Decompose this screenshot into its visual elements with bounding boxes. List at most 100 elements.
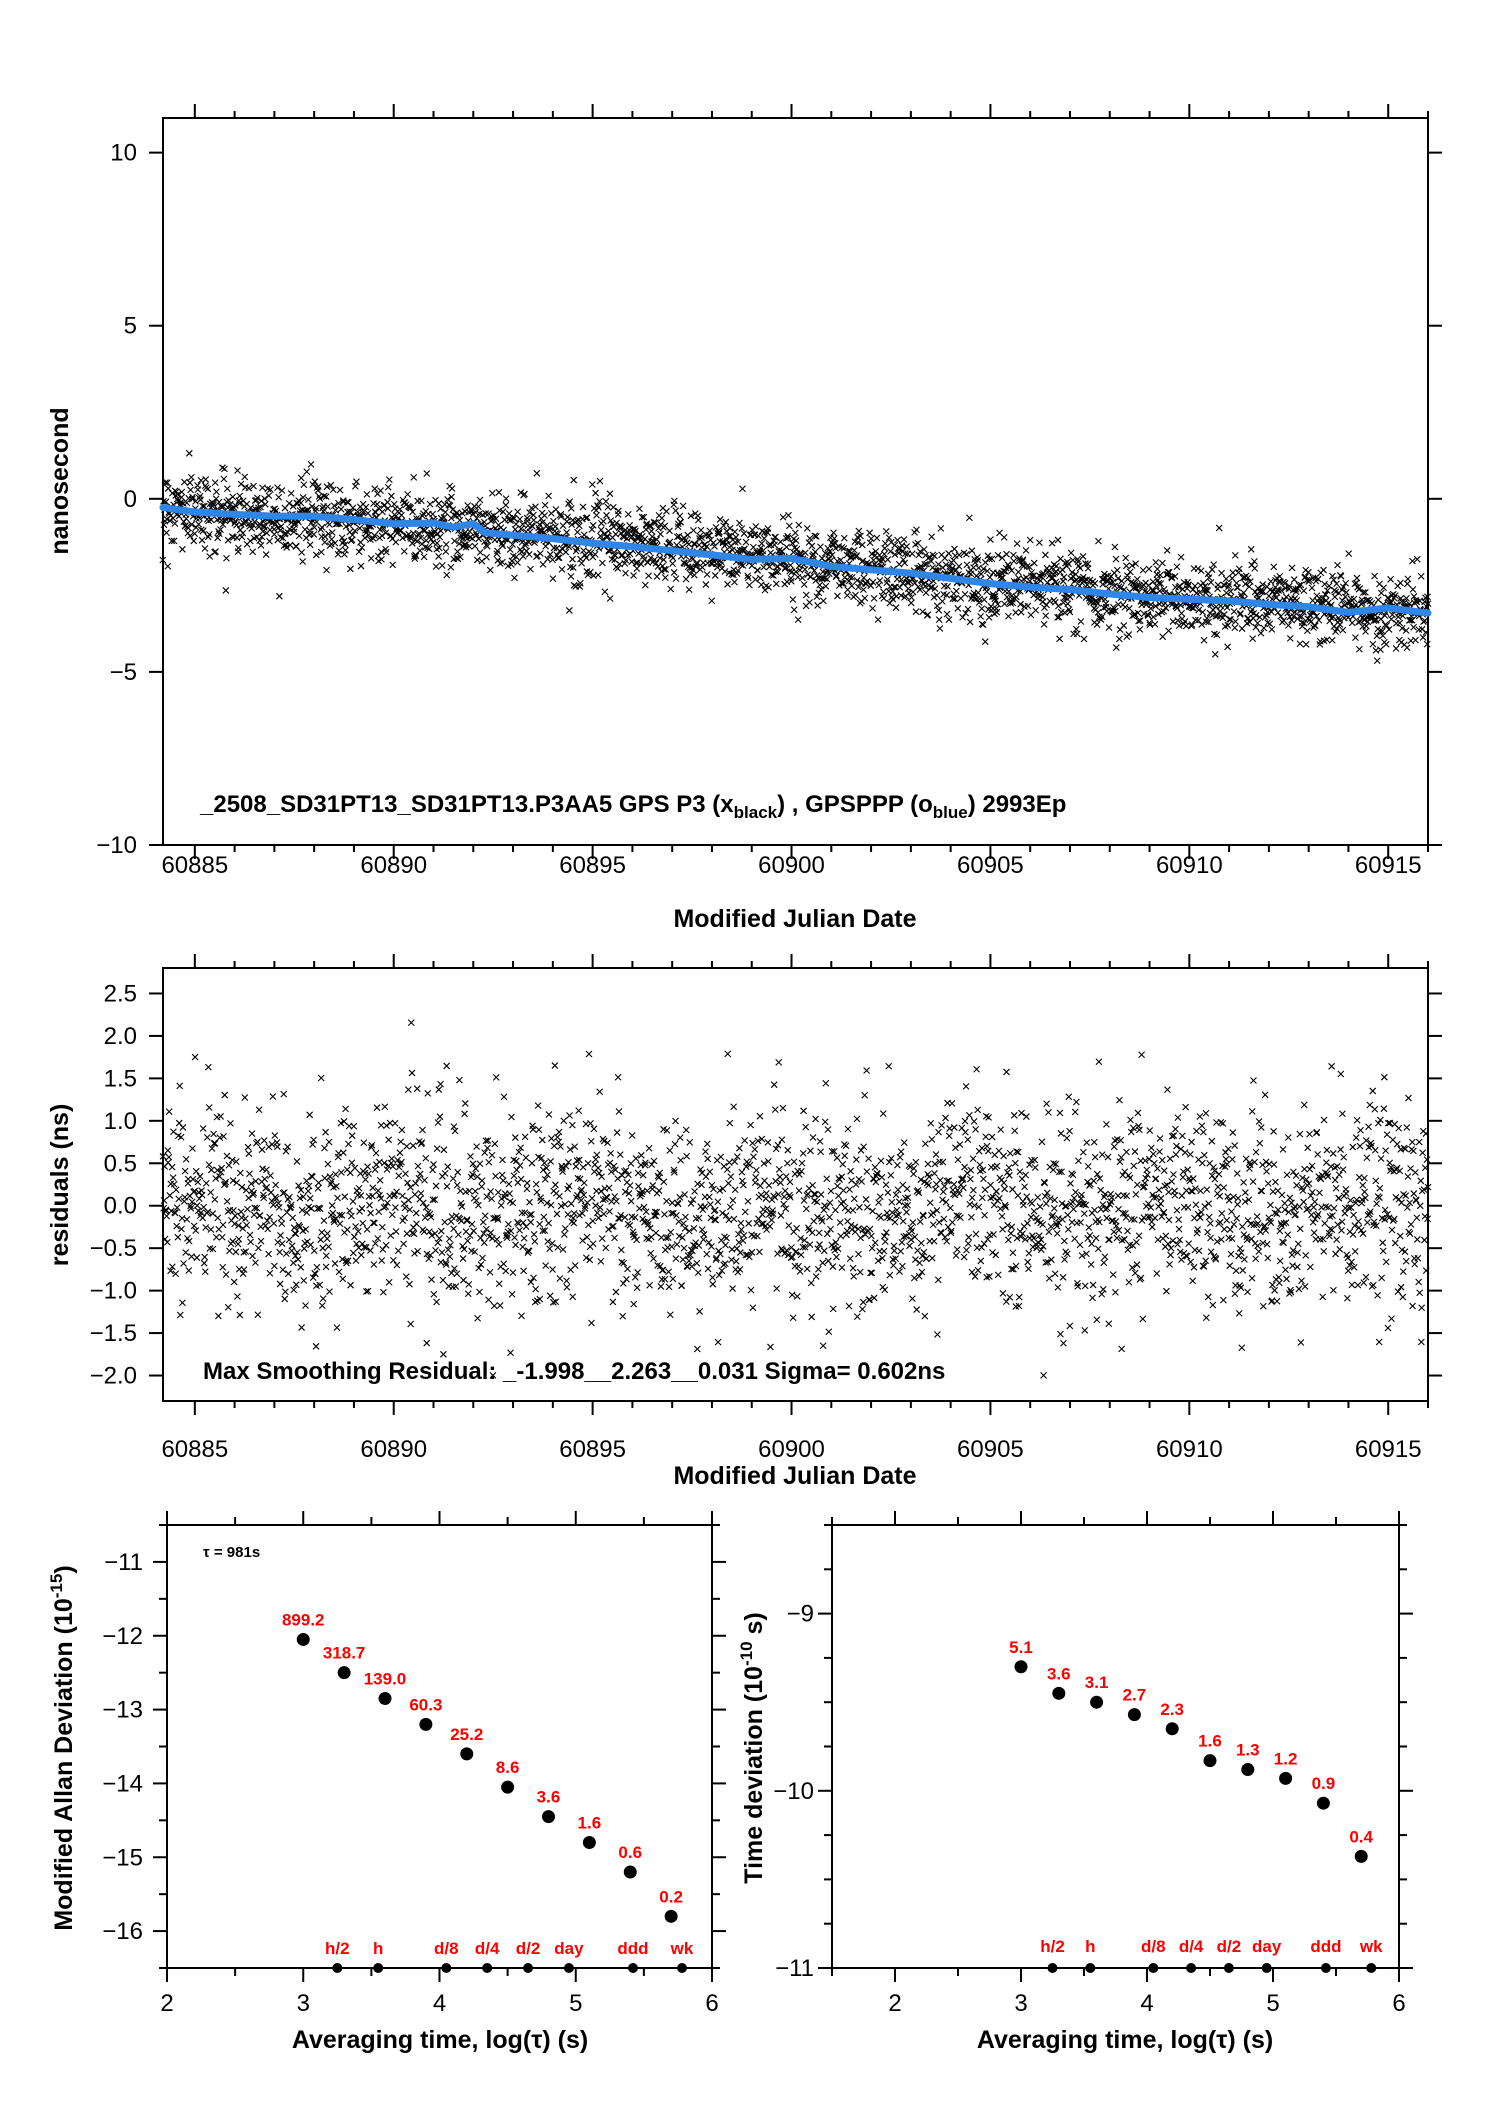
data-point — [534, 1102, 542, 1110]
data-point — [775, 1191, 782, 1198]
data-point — [533, 469, 541, 477]
data-point — [950, 556, 957, 564]
data-point — [596, 1088, 604, 1096]
data-point — [570, 1219, 578, 1227]
data-point — [614, 1073, 622, 1081]
data-point — [266, 486, 274, 494]
data-point — [294, 1255, 302, 1263]
data-point — [1021, 1183, 1028, 1191]
data-point — [1308, 584, 1316, 592]
data-point — [1151, 620, 1159, 628]
data-point — [1012, 609, 1020, 616]
data-point — [1293, 1263, 1301, 1271]
data-point — [995, 1194, 1003, 1202]
data-point — [1296, 1130, 1304, 1138]
data-point — [579, 1163, 587, 1171]
data-point — [510, 1172, 518, 1180]
data-point — [589, 1217, 597, 1225]
data-point — [230, 1206, 237, 1214]
data-point — [1205, 1200, 1213, 1207]
data-point — [611, 1234, 618, 1242]
data-point — [1278, 1191, 1286, 1199]
data-point — [605, 1184, 613, 1192]
data-point — [884, 556, 892, 563]
data-point — [792, 1248, 800, 1255]
data-point — [351, 1164, 359, 1172]
data-point — [985, 614, 993, 621]
data-point — [266, 1269, 274, 1277]
data-point — [931, 585, 939, 592]
data-point — [1267, 1201, 1274, 1209]
data-point — [428, 529, 435, 537]
data-point — [379, 508, 386, 516]
data-point — [900, 1139, 908, 1147]
data-point — [1275, 1279, 1283, 1287]
data-point — [300, 1245, 308, 1252]
data-point — [1130, 1162, 1138, 1170]
data-point — [1257, 1228, 1264, 1236]
data-point — [753, 1166, 760, 1174]
data-point — [737, 1219, 745, 1227]
data-point — [435, 1086, 443, 1093]
data-point — [603, 532, 611, 540]
data-point — [298, 548, 306, 556]
data-point — [321, 538, 329, 546]
data-point — [583, 514, 591, 521]
data-point — [936, 1176, 944, 1184]
data-point — [176, 1082, 184, 1090]
data-point — [914, 539, 922, 547]
data-point — [919, 608, 927, 616]
data-point — [1105, 1320, 1113, 1328]
data-point — [776, 1173, 784, 1181]
data-point — [632, 559, 640, 567]
data-point — [539, 519, 546, 526]
data-point — [411, 1250, 418, 1257]
data-point — [1271, 1286, 1278, 1294]
data-point — [1373, 657, 1381, 665]
data-point — [1284, 1134, 1292, 1141]
data-point — [603, 534, 611, 541]
data-point — [374, 1187, 382, 1195]
data-point — [198, 1191, 206, 1199]
data-point — [660, 1178, 668, 1186]
data-point — [909, 1219, 917, 1226]
data-point — [404, 1086, 412, 1093]
data-point — [381, 1103, 389, 1111]
data-point — [178, 493, 185, 501]
data-point — [698, 1226, 706, 1233]
data-point — [1228, 1208, 1235, 1216]
data-point — [282, 1250, 290, 1258]
data-point — [756, 1112, 764, 1120]
data-point — [280, 1090, 288, 1098]
data-point — [1175, 1216, 1183, 1223]
data-point — [903, 1208, 910, 1216]
data-point — [1186, 1151, 1194, 1158]
data-point — [988, 1133, 996, 1141]
data-point — [1045, 1108, 1052, 1116]
data-point — [597, 1187, 605, 1195]
data-point — [1194, 1226, 1201, 1233]
data-point — [547, 1158, 554, 1165]
data-point — [703, 1250, 711, 1258]
data-point — [1007, 1229, 1015, 1237]
data-point — [377, 548, 385, 556]
data-point — [1276, 1257, 1284, 1265]
data-point — [676, 512, 684, 520]
data-point — [819, 1259, 827, 1267]
data-point — [1041, 551, 1049, 559]
data-point — [295, 532, 303, 540]
data-point — [1172, 1151, 1180, 1158]
data-point — [1003, 1068, 1010, 1076]
data-point — [871, 1163, 879, 1171]
data-point — [868, 1269, 876, 1277]
data-point — [250, 482, 257, 490]
data-point — [502, 501, 510, 509]
data-point — [530, 516, 538, 524]
data-point — [476, 1160, 484, 1168]
data-point — [738, 525, 746, 532]
data-point — [690, 527, 697, 534]
data-point — [423, 1339, 431, 1347]
data-point — [1054, 536, 1062, 544]
data-point — [410, 473, 418, 481]
data-point — [915, 551, 923, 559]
